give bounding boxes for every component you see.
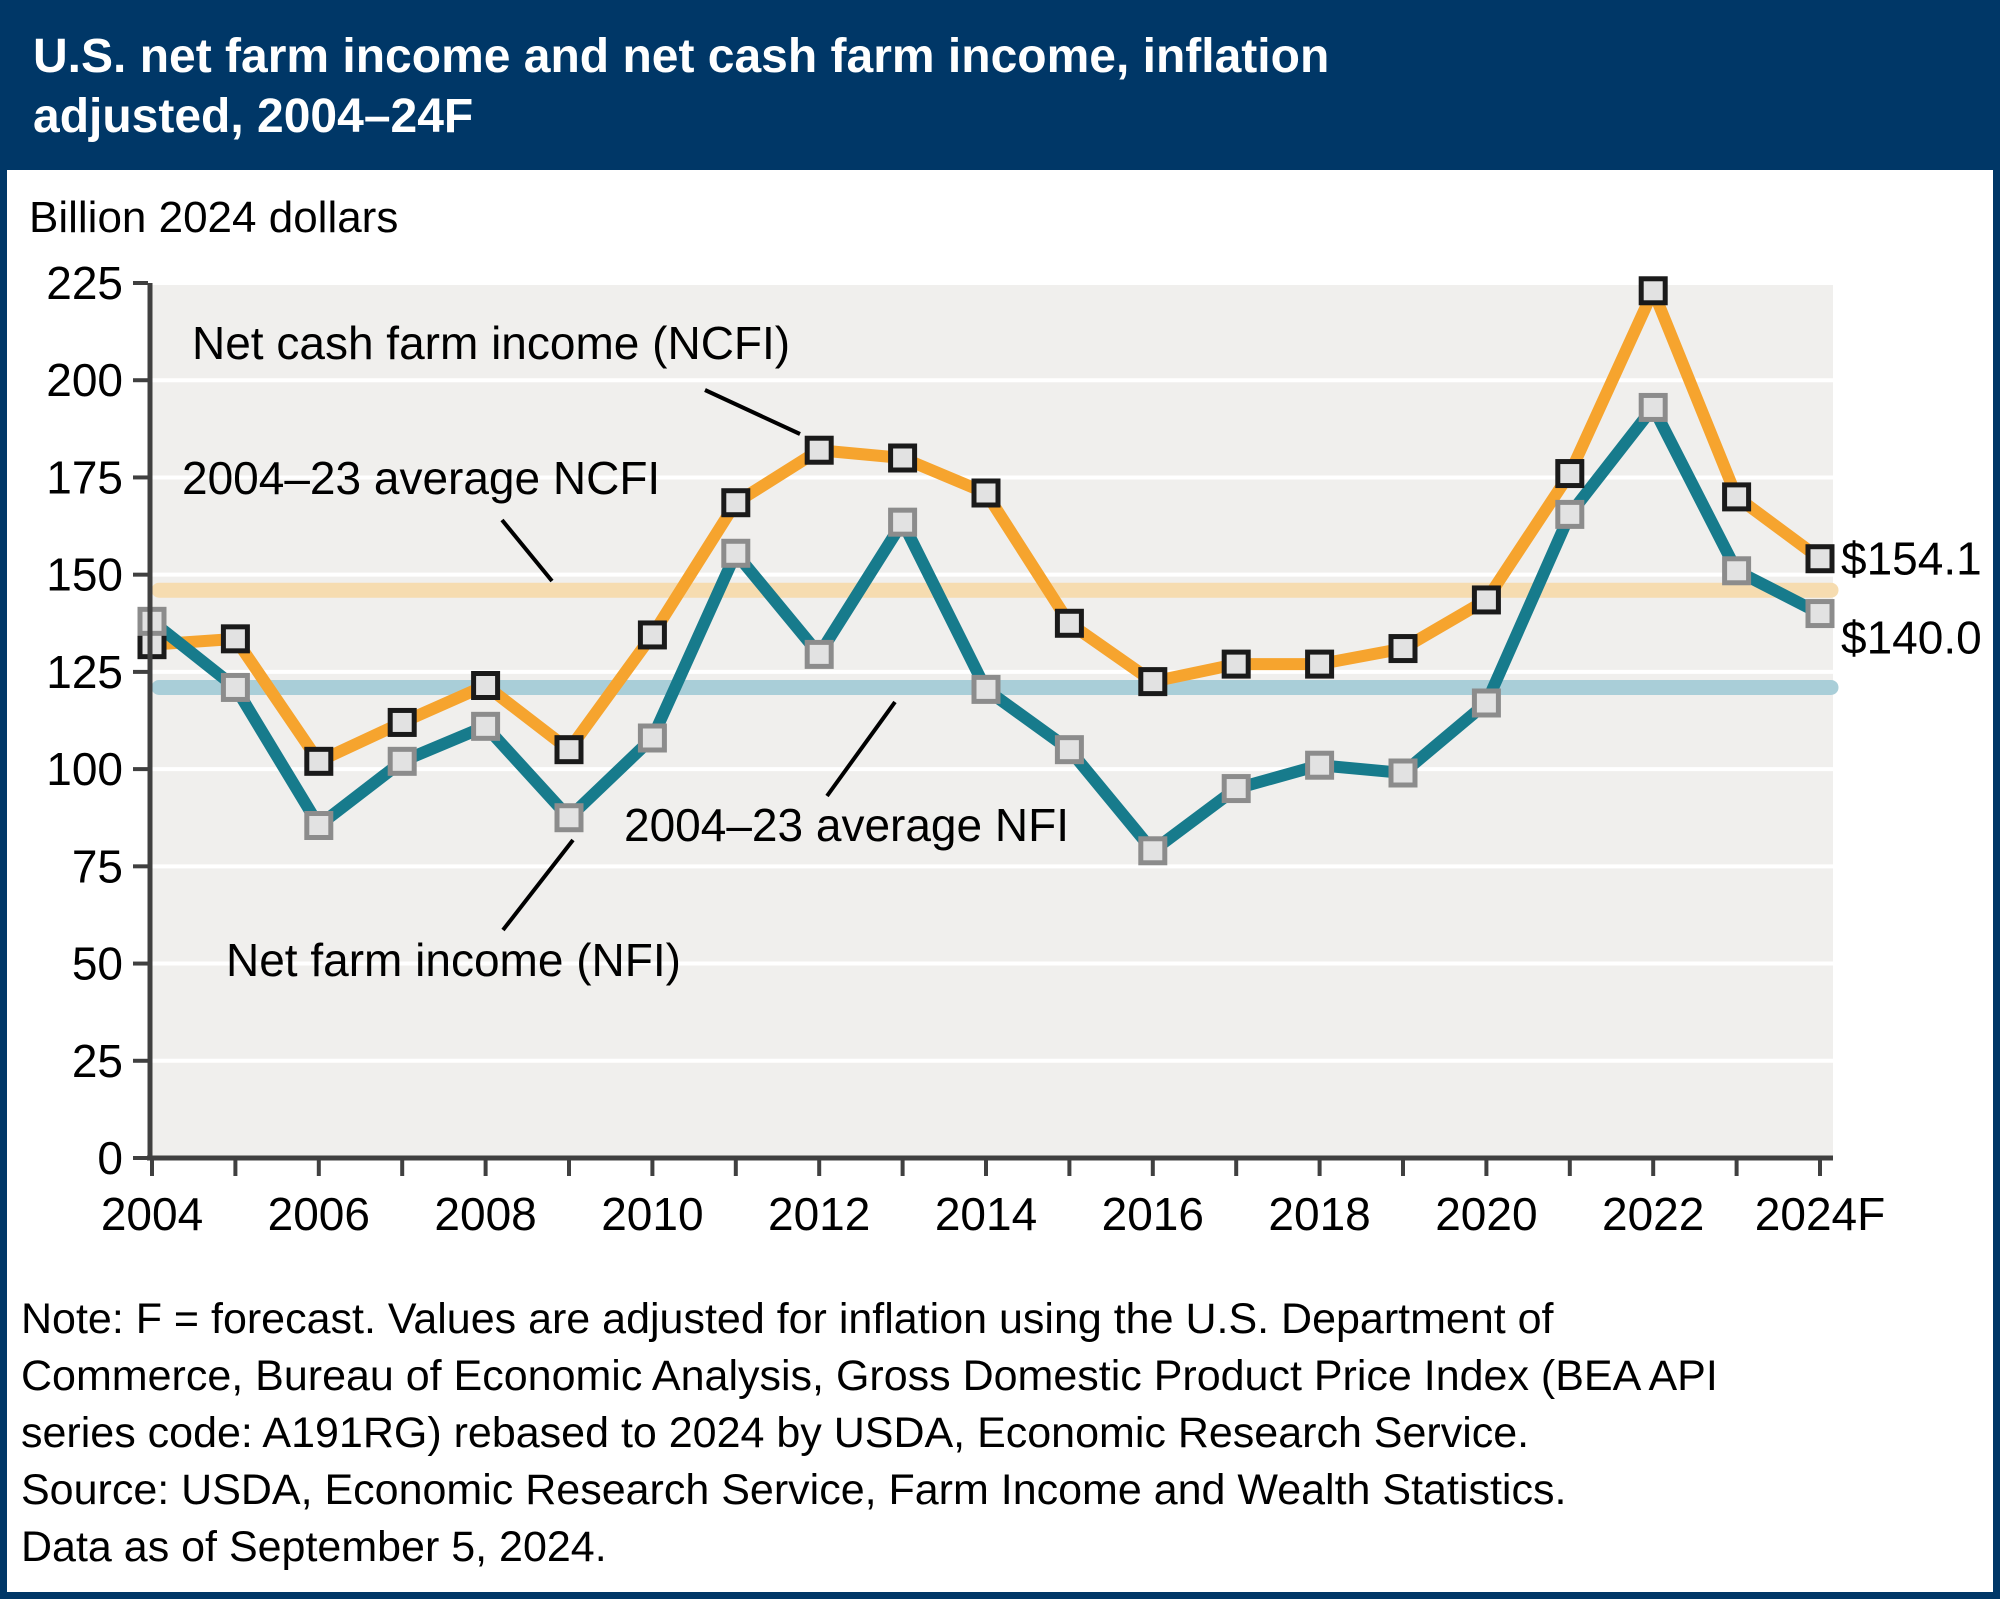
x-tick-label-2010: 2010 [601, 1188, 703, 1240]
annotation-ncfi-average-label: 2004–23 average NCFI [182, 452, 660, 504]
ncfi-marker [1221, 649, 1251, 679]
ncfi-marker [387, 707, 417, 737]
chart-title-line-1: U.S. net farm income and net cash farm i… [33, 30, 1330, 83]
x-tick-label-2004: 2004 [101, 1188, 203, 1240]
ncfi-marker [971, 478, 1001, 508]
x-tick-label-2024F: 2024F [1755, 1188, 1885, 1240]
nfi-marker [1555, 499, 1585, 529]
annotation-callout-ncfi-average-label [500, 518, 554, 583]
chart-title: U.S. net farm income and net cash farm i… [33, 27, 1963, 147]
ncfi-marker [1471, 585, 1501, 615]
nfi-marker [1305, 750, 1335, 780]
x-tick-label-2016: 2016 [1102, 1188, 1204, 1240]
y-tick-label-125: 125 [46, 646, 123, 698]
nfi-marker [304, 811, 334, 840]
nfi-marker [1722, 556, 1752, 586]
y-axis-units-label: Billion 2024 dollars [29, 193, 399, 242]
y-tick-label-25: 25 [72, 1035, 123, 1087]
x-tick-label-2008: 2008 [434, 1188, 536, 1240]
nfi-marker [554, 803, 584, 833]
annotation-nfi-label: Net farm income (NFI) [226, 934, 681, 986]
nfi-marker [804, 639, 834, 669]
nfi-marker [1138, 836, 1168, 866]
y-tick-label-225: 225 [46, 257, 123, 309]
nfi-marker [220, 672, 250, 702]
annotation-callout-ncfi-label [704, 388, 801, 436]
nfi-marker [471, 711, 501, 741]
chart-title-line-2: adjusted, 2004–24F [33, 90, 474, 143]
x-tick-label-2020: 2020 [1435, 1188, 1537, 1240]
y-tick-label-75: 75 [72, 840, 123, 892]
note-text: Note: F = forecast. Values are adjusted … [21, 1291, 1983, 1576]
ncfi-end-value-label: $154.1 [1841, 533, 1982, 585]
plot-area [150, 283, 1833, 1158]
nfi-marker [1388, 758, 1418, 788]
note-line-5: Data as of September 5, 2024. [21, 1523, 607, 1571]
ncfi-marker [1805, 544, 1835, 574]
x-tick-label-2006: 2006 [268, 1188, 370, 1240]
nfi-marker [721, 538, 751, 568]
note-line-3: series code: A191RG) rebased to 2024 by … [21, 1409, 1530, 1457]
nfi-marker [1471, 688, 1501, 718]
nfi-marker [971, 674, 1001, 704]
ncfi-marker [304, 746, 334, 776]
note-line-4: Source: USDA, Economic Research Service,… [21, 1466, 1567, 1514]
ncfi-marker [554, 735, 584, 765]
nfi-marker [387, 746, 417, 776]
nfi-marker [1221, 774, 1251, 804]
y-tick-label-150: 150 [46, 549, 123, 601]
ncfi-marker [1054, 608, 1084, 638]
note-line-1: Note: F = forecast. Values are adjusted … [21, 1295, 1554, 1343]
annotation-callout-nfi-average-label [825, 700, 897, 798]
ncfi-marker [888, 443, 918, 473]
ncfi-marker [1638, 276, 1668, 306]
ncfi-marker [220, 624, 250, 654]
ncfi-marker [804, 435, 834, 465]
note-line-2: Commerce, Bureau of Economic Analysis, G… [21, 1352, 1718, 1400]
line-chart: 0 25 50 75 100 125 150 175 200 225 2004 2006 2008 201… [46, 257, 1982, 1240]
ncfi-marker [637, 620, 667, 650]
x-tick-label-2012: 2012 [768, 1188, 870, 1240]
y-tick-label-0: 0 [97, 1132, 123, 1184]
ncfi-marker [1555, 459, 1585, 489]
y-tick-label-200: 200 [46, 354, 123, 406]
nfi-end-value-label: $140.0 [1841, 612, 1982, 664]
title-bar: U.S. net farm income and net cash farm i… [7, 7, 1993, 170]
y-tick-label-175: 175 [46, 451, 123, 503]
ncfi-marker [721, 488, 751, 518]
x-tick-label-2018: 2018 [1268, 1188, 1370, 1240]
ncfi-marker [1138, 667, 1168, 697]
nfi-marker [1638, 392, 1668, 422]
ncfi-marker [1722, 482, 1752, 512]
annotation-ncfi-label: Net cash farm income (NCFI) [192, 317, 790, 369]
annotation-callout-nfi-label [501, 838, 575, 932]
y-tick-label-50: 50 [72, 938, 123, 990]
nfi-marker [1054, 735, 1084, 765]
y-tick-label-100: 100 [46, 743, 123, 795]
ncfi-marker [471, 671, 501, 700]
ncfi-marker [1388, 634, 1418, 664]
nfi-marker [637, 723, 667, 753]
ncfi-marker [1305, 649, 1335, 679]
nfi-marker [1805, 599, 1835, 629]
x-tick-label-2014: 2014 [935, 1188, 1037, 1240]
x-tick-label-2022: 2022 [1602, 1188, 1704, 1240]
annotation-nfi-average-label: 2004–23 average NFI [624, 799, 1069, 851]
nfi-marker [888, 507, 918, 537]
